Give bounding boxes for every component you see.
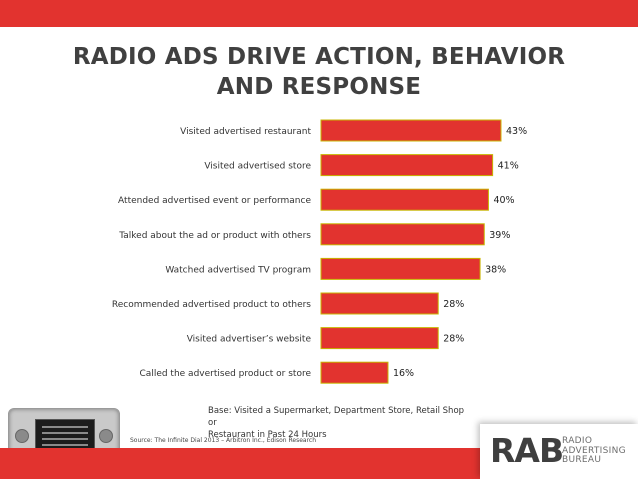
value-label: 28% xyxy=(443,299,464,310)
bar xyxy=(320,292,439,315)
value-label: 38% xyxy=(485,264,506,275)
bar xyxy=(320,361,389,384)
bar xyxy=(320,119,502,142)
value-label: 43% xyxy=(506,126,527,137)
category-label: Called the advertised product or store xyxy=(140,369,312,379)
base-note: Base: Visited a Supermarket, Department … xyxy=(208,405,468,441)
bar xyxy=(320,154,494,177)
category-label: Recommended advertised product to others xyxy=(112,300,311,310)
logo-word-3: BUREAU xyxy=(562,455,602,465)
category-label: Visited advertised restaurant xyxy=(180,127,311,137)
rab-logo: RAB RADIO ADVERTISING BUREAU xyxy=(480,424,638,479)
value-label: 39% xyxy=(489,230,510,241)
category-label: Attended advertised event or performance xyxy=(118,196,311,206)
page-title: RADIO ADS DRIVE ACTION, BEHAVIOR AND RES… xyxy=(0,42,638,102)
category-label: Talked about the ad or product with othe… xyxy=(118,231,311,241)
category-label: Visited advertiser’s website xyxy=(187,335,312,345)
logo-word-1: RADIO xyxy=(562,436,593,446)
logo-abbr: RAB xyxy=(490,431,564,470)
bar xyxy=(320,257,481,280)
top-red-band xyxy=(0,0,638,27)
logo-word-2: ADVERTISING xyxy=(562,445,626,456)
base-note-line-1: Base: Visited a Supermarket, Department … xyxy=(208,406,465,428)
bar xyxy=(320,223,485,246)
value-label: 40% xyxy=(493,195,514,206)
source-note: Source: The Infinite Dial 2013 – Arbitro… xyxy=(130,437,316,444)
bar xyxy=(320,188,489,211)
logo-words: RADIO ADVERTISING BUREAU xyxy=(562,436,626,466)
title-line-1: RADIO ADS DRIVE ACTION, BEHAVIOR xyxy=(72,44,566,70)
category-label: Visited advertised store xyxy=(204,162,311,172)
title-line-2: AND RESPONSE xyxy=(216,74,422,100)
category-label: Watched advertised TV program xyxy=(165,265,311,275)
value-label: 16% xyxy=(393,368,414,379)
value-label: 28% xyxy=(443,334,464,345)
bar xyxy=(320,327,439,350)
value-label: 41% xyxy=(498,161,519,172)
base-note-line-2: Restaurant in Past 24 Hours xyxy=(208,430,327,440)
